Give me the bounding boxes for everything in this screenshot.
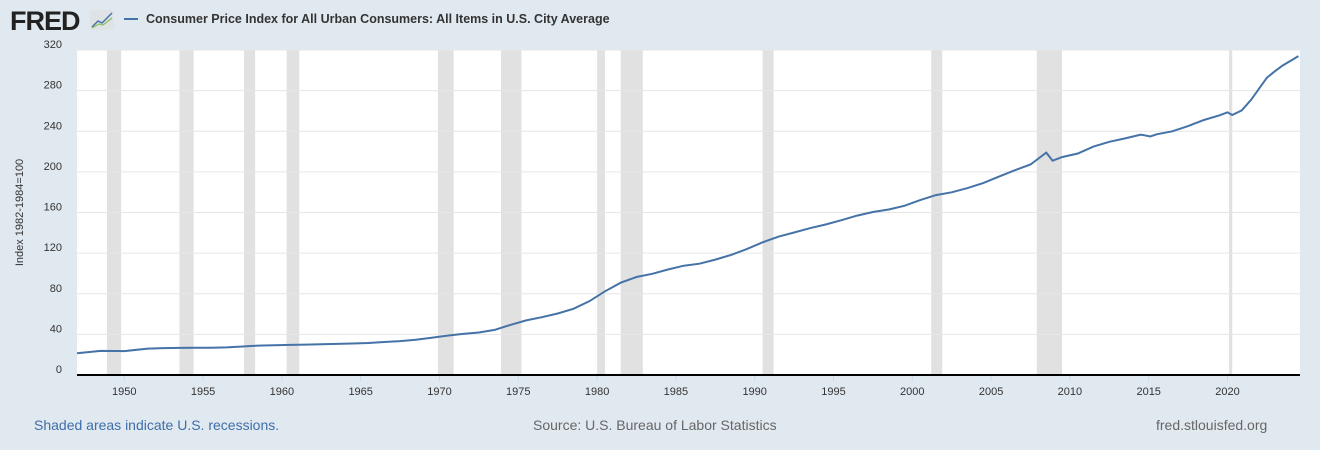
x-tick-label: 2005 (979, 386, 1003, 398)
x-tick-label: 1965 (348, 386, 372, 398)
y-tick-label: 240 (44, 120, 62, 132)
y-axis-label: Index 1982-1984=100 (14, 159, 26, 266)
y-tick-label: 200 (44, 161, 62, 173)
legend-swatch (124, 18, 138, 20)
y-tick-label: 120 (44, 242, 62, 254)
y-tick-label: 280 (44, 80, 62, 92)
recession-note: Shaded areas indicate U.S. recessions. (34, 417, 280, 433)
y-tick-label: 0 (56, 364, 62, 376)
x-tick-label: 1975 (506, 386, 530, 398)
legend[interactable]: Consumer Price Index for All Urban Consu… (124, 12, 610, 26)
x-tick-label: 1950 (112, 386, 136, 398)
y-tick-label: 320 (44, 39, 62, 51)
x-tick-label: 2010 (1058, 386, 1082, 398)
x-tick-label: 2000 (900, 386, 924, 398)
x-tick-label: 2020 (1215, 386, 1239, 398)
y-tick-label: 40 (50, 323, 62, 335)
legend-label: Consumer Price Index for All Urban Consu… (146, 12, 610, 26)
x-tick-label: 1980 (585, 386, 609, 398)
x-tick-label: 1990 (742, 386, 766, 398)
x-tick-label: 1970 (427, 386, 451, 398)
x-tick-label: 1985 (664, 386, 688, 398)
line-chart-icon (90, 10, 114, 30)
fred-logo[interactable]: FRED (10, 6, 80, 36)
x-tick-label: 1960 (270, 386, 294, 398)
y-tick-label: 160 (44, 202, 62, 214)
series-line-cpi (76, 55, 1299, 355)
x-tick-label: 1995 (821, 386, 845, 398)
x-tick-label: 2015 (1136, 386, 1160, 398)
source-text: Source: U.S. Bureau of Labor Statistics (533, 417, 777, 433)
site-link[interactable]: fred.stlouisfed.org (1156, 417, 1268, 433)
x-tick-label: 1955 (191, 386, 215, 398)
y-tick-label: 80 (50, 283, 62, 295)
